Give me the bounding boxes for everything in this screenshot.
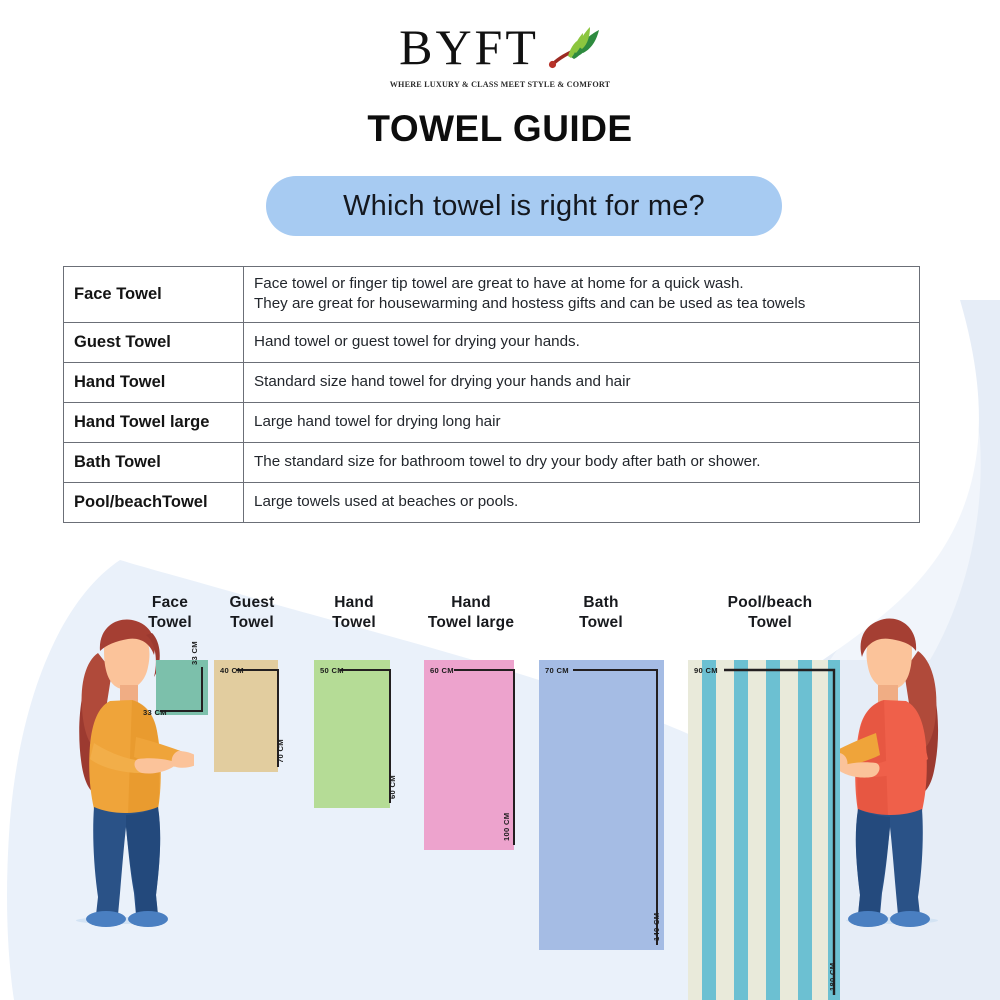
towel-swatch-guest	[214, 660, 278, 772]
towel-size-comparison: Face Towel Guest Towel Hand Towel Hand Towel…	[0, 545, 1000, 1000]
leaf-icon	[545, 24, 601, 75]
desc-line-1: Face towel or finger tip towel are great…	[254, 275, 744, 293]
towel-swatch-hand	[314, 660, 390, 808]
table-cell-category: Bath Towel	[63, 442, 244, 483]
pool-towel-stripe	[702, 660, 716, 1000]
towel-label-bath: Bath Towel	[579, 594, 623, 632]
towel-swatch-hand-large	[424, 660, 514, 850]
table-cell-description: Standard size hand towel for drying your…	[243, 362, 920, 403]
table-cell-description: Face towel or finger tip towel are great…	[243, 266, 920, 323]
pool-towel-stripe	[734, 660, 748, 1000]
dimension-width-face: 33 CM	[143, 708, 167, 717]
dimension-width-guest: 40 CM	[220, 666, 244, 675]
table-cell-category: Hand Towel	[63, 362, 244, 403]
woman-pointing-left-icon	[79, 619, 194, 927]
table-cell-description: Large hand towel for drying long hair	[243, 402, 920, 443]
brand-logo: BYFT WHERE LUXU	[0, 22, 1000, 89]
table-row: Pool/beachTowel Large towels used at bea…	[63, 482, 920, 523]
question-banner: Which towel is right for me?	[266, 176, 782, 236]
dimension-height-hand-large: 100 CM	[502, 812, 511, 841]
table-cell-description: The standard size for bathroom towel to …	[243, 442, 920, 483]
table-row: Guest Towel Hand towel or guest towel fo…	[63, 322, 920, 363]
towel-label-face: Face Towel	[148, 594, 192, 632]
dimension-width-hand: 50 CM	[320, 666, 344, 675]
towel-swatch-pool	[688, 660, 840, 1000]
page-title: TOWEL GUIDE	[367, 108, 633, 149]
woman-pointing-right-icon	[820, 618, 939, 927]
towel-swatch-bath	[539, 660, 664, 950]
table-row: Hand Towel Standard size hand towel for …	[63, 362, 920, 403]
table-row: Hand Towel large Large hand towel for dr…	[63, 402, 920, 443]
brand-name: BYFT	[399, 19, 539, 75]
dimension-height-face: 33 CM	[190, 641, 199, 665]
table-cell-description: Large towels used at beaches or pools.	[243, 482, 920, 523]
table-row: Bath Towel The standard size for bathroo…	[63, 442, 920, 483]
table-cell-category: Pool/beachTowel	[63, 482, 244, 523]
towel-label-guest: Guest Towel	[229, 594, 275, 632]
towel-label-pool: Pool/beach Towel	[727, 594, 813, 632]
dimension-height-hand: 60 CM	[388, 775, 397, 799]
desc-line-2: They are great for housewarming and host…	[254, 295, 806, 312]
table-cell-category: Face Towel	[63, 266, 244, 323]
pool-towel-stripe	[828, 660, 840, 1000]
towel-description-table: Face Towel Face towel or finger tip towe…	[63, 266, 920, 523]
dimension-width-pool: 90 CM	[694, 666, 718, 675]
dimension-height-guest: 70 CM	[276, 739, 285, 763]
dimension-height-bath: 140 CM	[652, 912, 661, 941]
table-cell-category: Hand Towel large	[63, 402, 244, 443]
brand-tagline: WHERE LUXURY & CLASS MEET STYLE & COMFOR…	[389, 79, 611, 89]
towel-label-hand-large: Hand Towel large	[427, 594, 515, 632]
towel-swatch-face	[156, 660, 208, 715]
towel-label-hand: Hand Towel	[332, 594, 376, 632]
table-cell-category: Guest Towel	[63, 322, 244, 363]
table-cell-description: Hand towel or guest towel for drying you…	[243, 322, 920, 363]
dimension-width-bath: 70 CM	[545, 666, 569, 675]
dimension-height-pool: 180 CM	[828, 962, 837, 991]
pool-towel-stripe	[798, 660, 812, 1000]
table-row: Face Towel Face towel or finger tip towe…	[63, 266, 920, 323]
dimension-width-hand-large: 60 CM	[430, 666, 454, 675]
pool-towel-stripe	[766, 660, 780, 1000]
